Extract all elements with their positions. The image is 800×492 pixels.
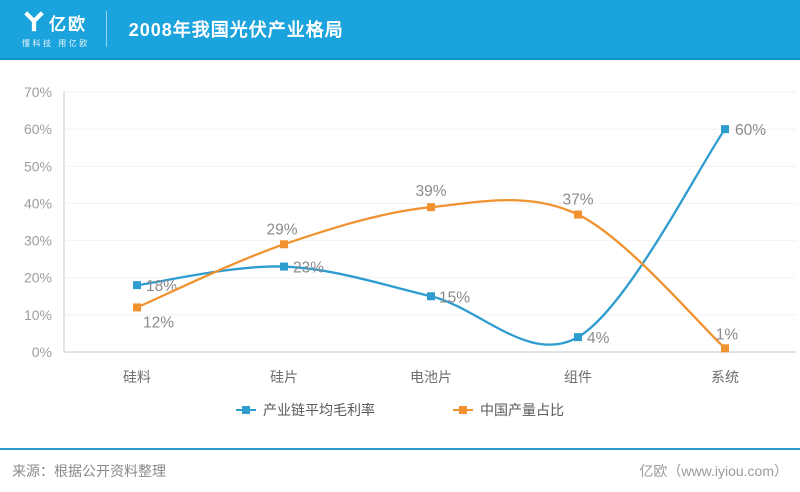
- data-point-label: 1%: [716, 326, 739, 343]
- data-point-marker: [574, 210, 582, 219]
- data-point-label: 4%: [587, 330, 610, 347]
- chart-area: 0% 10% 20% 30% 40% 50% 60% 70% 硅料 硅片 电池片 组件 系统 18% 23%…: [0, 60, 800, 421]
- data-point-label: 60%: [735, 122, 766, 139]
- y-tick-label: 0%: [32, 344, 52, 360]
- header: 亿欧 懂科技 用亿欧 2008年我国光伏产业格局: [0, 0, 800, 60]
- data-point-label: 12%: [143, 314, 174, 331]
- page-title: 2008年我国光伏产业格局: [128, 20, 344, 40]
- data-point-marker: [133, 303, 141, 312]
- x-category-label: 硅片: [270, 369, 298, 385]
- y-tick-label: 60%: [24, 121, 52, 137]
- data-point-label: 37%: [562, 192, 593, 209]
- legend-label-gross-margin: 产业链平均毛利率: [263, 402, 375, 418]
- data-point-marker: [133, 281, 141, 290]
- y-tick-label: 50%: [24, 158, 52, 174]
- y-tick-label: 70%: [24, 84, 52, 100]
- data-point-label: 23%: [293, 260, 324, 277]
- legend-marker-orange-icon: [453, 406, 473, 414]
- y-tick-label: 20%: [24, 270, 52, 286]
- chart-legend: 产业链平均毛利率 中国产量占比: [0, 399, 800, 421]
- data-point-marker: [427, 292, 435, 301]
- legend-marker-blue-icon: [236, 406, 256, 414]
- legend-label-china-share: 中国产量占比: [480, 402, 564, 418]
- yiou-logo-icon: [24, 11, 44, 32]
- series-line-0: [136, 128, 726, 346]
- footer: 来源：根据公开资料整理 亿欧（www.iyiou.com）: [0, 448, 800, 492]
- y-tick-label: 10%: [24, 307, 52, 323]
- header-divider: [105, 11, 107, 47]
- data-point-marker: [574, 333, 582, 342]
- line-chart: 0% 10% 20% 30% 40% 50% 60% 70% 硅料 硅片 电池片 组件 系统 18% 23%…: [24, 84, 796, 385]
- x-category-label: 硅料: [123, 369, 151, 385]
- data-point-marker: [721, 344, 729, 353]
- logo: 亿欧 懂科技 用亿欧: [22, 10, 90, 49]
- data-point-marker: [280, 262, 288, 271]
- brand-credit: 亿欧（www.iyiou.com）: [639, 463, 788, 479]
- x-category-label: 电池片: [410, 369, 452, 385]
- y-tick-label: 30%: [24, 233, 52, 249]
- source-note: 来源：根据公开资料整理: [12, 463, 166, 479]
- data-point-marker: [721, 125, 729, 134]
- data-point-marker: [427, 203, 435, 212]
- logo-tagline: 懂科技 用亿欧: [22, 38, 90, 48]
- legend-item-china-share: 中国产量占比: [453, 400, 564, 420]
- data-point-label: 29%: [266, 221, 297, 238]
- data-point-marker: [280, 240, 288, 249]
- legend-item-gross-margin: 产业链平均毛利率: [236, 400, 375, 420]
- data-point-label: 39%: [415, 183, 446, 200]
- data-point-label: 15%: [439, 289, 470, 306]
- x-category-label: 组件: [564, 369, 592, 385]
- logo-text: 亿欧: [49, 14, 87, 34]
- y-tick-label: 40%: [24, 195, 52, 211]
- x-category-label: 系统: [711, 369, 739, 385]
- data-point-label: 18%: [146, 278, 177, 295]
